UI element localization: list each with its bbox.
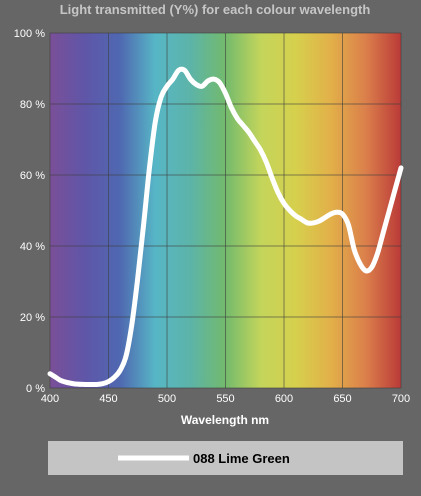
data-point — [48, 371, 52, 376]
x-tick-label: 500 — [158, 393, 176, 405]
data-point — [153, 119, 158, 124]
x-tick-label: 600 — [275, 393, 293, 405]
chart-title: Light transmitted (Y%) for each colour w… — [60, 2, 371, 17]
y-tick-label: 80 % — [20, 99, 45, 111]
data-point — [159, 94, 164, 99]
data-point — [346, 222, 351, 227]
data-point — [352, 247, 357, 252]
data-point — [369, 265, 374, 270]
data-point — [276, 190, 281, 195]
data-point — [194, 82, 199, 87]
data-point — [399, 165, 403, 170]
data-point — [106, 379, 111, 384]
legend-box — [48, 441, 403, 475]
y-tick-label: 60 % — [20, 170, 45, 182]
data-point — [129, 322, 134, 327]
data-point — [311, 220, 316, 225]
data-point — [258, 148, 263, 153]
data-point — [229, 105, 234, 110]
data-point — [71, 381, 76, 386]
data-point — [252, 139, 257, 144]
data-point — [282, 201, 286, 206]
series-line-088-lime-green — [47, 66, 404, 388]
y-tick-label: 20 % — [20, 312, 45, 324]
data-point — [100, 381, 105, 386]
data-point — [235, 116, 240, 121]
data-point — [118, 368, 123, 373]
data-point — [334, 210, 339, 215]
x-tick-label: 650 — [333, 393, 351, 405]
data-point — [241, 123, 246, 128]
data-point — [59, 378, 64, 383]
data-point — [124, 354, 129, 359]
data-point — [322, 215, 327, 220]
data-point — [223, 91, 228, 96]
y-tick-label: 100 % — [14, 28, 45, 40]
x-tick-label: 550 — [216, 393, 234, 405]
axis-ticks: 400 450 500 550 600 650 700 0 % 20 % 40 % 60 % 80 %… — [14, 28, 410, 405]
data-point — [270, 176, 275, 181]
data-point — [170, 77, 175, 82]
data-point — [94, 382, 99, 387]
data-point — [340, 212, 345, 217]
data-point — [205, 78, 210, 83]
data-point — [246, 130, 251, 135]
x-tick-label: 700 — [392, 393, 410, 405]
data-point — [287, 208, 292, 213]
data-point — [182, 68, 187, 73]
data-point — [317, 219, 322, 224]
x-axis-label: Wavelength nm — [181, 413, 269, 427]
data-point — [358, 261, 363, 266]
data-point — [211, 77, 216, 82]
data-point — [135, 275, 140, 280]
data-point — [393, 187, 398, 192]
legend-label-088-lime-green: 088 Lime Green — [193, 451, 290, 466]
data-point — [200, 84, 205, 89]
data-point — [83, 382, 88, 387]
data-point — [381, 229, 386, 234]
data-point — [293, 213, 298, 218]
data-point — [176, 68, 181, 73]
y-tick-label: 40 % — [20, 241, 45, 253]
data-point — [328, 212, 333, 217]
y-tick-label: 0 % — [26, 383, 45, 395]
data-series — [47, 66, 404, 388]
data-point — [299, 217, 304, 222]
data-point — [387, 208, 392, 213]
data-point — [165, 84, 169, 89]
data-point — [188, 77, 193, 82]
data-point — [264, 160, 269, 165]
x-tick-label: 400 — [41, 393, 59, 405]
data-point — [112, 375, 117, 380]
x-tick-label: 450 — [99, 393, 117, 405]
data-point — [305, 220, 310, 225]
data-point — [217, 80, 222, 85]
data-point — [141, 222, 146, 227]
grid-lines — [49, 32, 402, 389]
data-point — [363, 268, 368, 273]
data-point — [53, 375, 58, 380]
data-point — [147, 165, 152, 170]
data-point — [375, 251, 380, 256]
legend: 088 Lime Green — [48, 441, 403, 475]
